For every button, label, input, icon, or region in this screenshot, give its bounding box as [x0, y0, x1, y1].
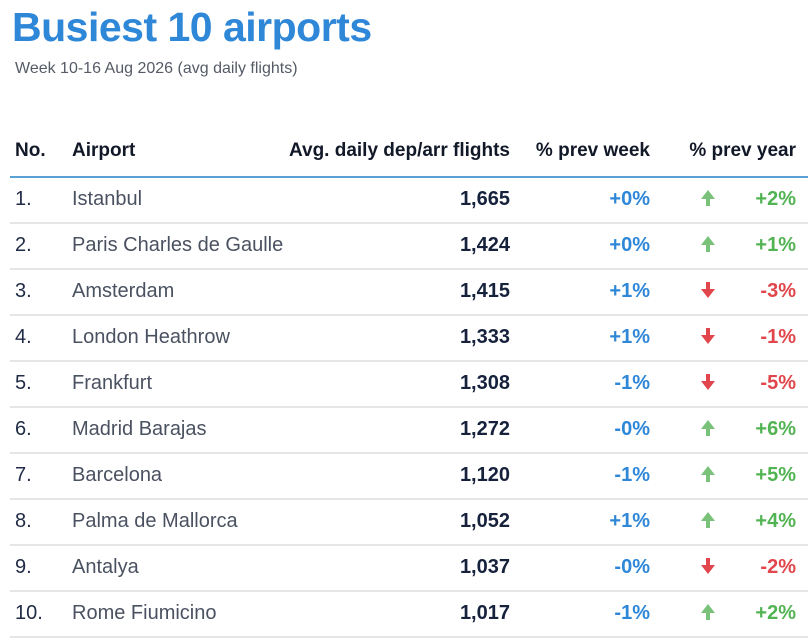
- row-airport: London Heathrow: [72, 326, 230, 348]
- page-subtitle: Week 10-16 Aug 2026 (avg daily flights): [15, 60, 298, 77]
- header-flights: Avg. daily dep/arr flights: [288, 140, 510, 161]
- row-flights: 1,120: [459, 464, 510, 486]
- header-no: No.: [15, 140, 46, 161]
- row-flights: 1,665: [459, 188, 510, 210]
- row-airport: Rome Fiumicino: [72, 602, 217, 624]
- row-airport: Frankfurt: [72, 372, 153, 394]
- row-flights: 1,308: [459, 372, 510, 394]
- row-prev-year: +5%: [755, 464, 796, 486]
- row-prev-week: +0%: [609, 234, 650, 256]
- row-prev-year: -1%: [760, 326, 796, 348]
- row-airport: Amsterdam: [72, 280, 175, 302]
- row-airport: Istanbul: [72, 188, 143, 210]
- row-prev-week: +1%: [609, 280, 650, 302]
- row-airport: Antalya: [72, 556, 139, 578]
- row-rank: 2.: [15, 234, 32, 256]
- row-prev-year: +2%: [755, 602, 796, 624]
- table-body: 1. Istanbul 1,665 +0% +2% 2. Paris Charles de …: [10, 178, 808, 638]
- row-prev-week: -1%: [614, 602, 650, 624]
- arrow-up-icon: [700, 234, 716, 254]
- table-row: 9. Antalya 1,037 -0% -2%: [10, 546, 808, 592]
- row-rank: 7.: [15, 464, 32, 486]
- table-header: No. Airport Avg. daily dep/arr flights %…: [10, 128, 808, 178]
- airports-table: No. Airport Avg. daily dep/arr flights %…: [10, 128, 808, 638]
- row-airport: Madrid Barajas: [72, 418, 207, 440]
- arrow-down-icon: [700, 280, 716, 300]
- header-prev-year: % prev year: [689, 140, 796, 161]
- arrow-down-icon: [700, 326, 716, 346]
- row-rank: 9.: [15, 556, 32, 578]
- table-row: 3. Amsterdam 1,415 +1% -3%: [10, 270, 808, 316]
- table-row: 1. Istanbul 1,665 +0% +2%: [10, 178, 808, 224]
- row-prev-week: -0%: [614, 556, 650, 578]
- table-row: 6. Madrid Barajas 1,272 -0% +6%: [10, 408, 808, 454]
- row-rank: 6.: [15, 418, 32, 440]
- row-flights: 1,272: [459, 418, 510, 440]
- row-airport: Barcelona: [72, 464, 163, 486]
- arrow-up-icon: [700, 418, 716, 438]
- row-flights: 1,017: [459, 602, 510, 624]
- page-title: Busiest 10 airports: [12, 4, 372, 50]
- arrow-up-icon: [700, 602, 716, 622]
- table-row: 8. Palma de Mallorca 1,052 +1% +4%: [10, 500, 808, 546]
- row-prev-year: -5%: [760, 372, 796, 394]
- row-prev-year: +2%: [755, 188, 796, 210]
- row-airport: Palma de Mallorca: [72, 510, 238, 532]
- header-airport: Airport: [72, 140, 136, 161]
- arrow-up-icon: [700, 188, 716, 208]
- row-flights: 1,037: [459, 556, 510, 578]
- row-flights: 1,333: [459, 326, 510, 348]
- row-prev-year: -2%: [760, 556, 796, 578]
- row-rank: 1.: [15, 188, 32, 210]
- table-row: 10. Rome Fiumicino 1,017 -1% +2%: [10, 592, 808, 638]
- table-row: 4. London Heathrow 1,333 +1% -1%: [10, 316, 808, 362]
- row-rank: 4.: [15, 326, 32, 348]
- arrow-up-icon: [700, 510, 716, 530]
- row-prev-week: +1%: [609, 326, 650, 348]
- row-flights: 1,424: [459, 234, 510, 256]
- row-flights: 1,052: [459, 510, 510, 532]
- row-airport: Paris Charles de Gaulle: [72, 234, 284, 256]
- row-prev-week: -1%: [614, 372, 650, 394]
- row-rank: 10.: [15, 602, 43, 624]
- row-rank: 3.: [15, 280, 32, 302]
- row-prev-week: -0%: [614, 418, 650, 440]
- arrow-down-icon: [700, 372, 716, 392]
- table-row: 5. Frankfurt 1,308 -1% -5%: [10, 362, 808, 408]
- row-flights: 1,415: [459, 280, 510, 302]
- row-prev-year: +1%: [755, 234, 796, 256]
- arrow-up-icon: [700, 464, 716, 484]
- row-rank: 5.: [15, 372, 32, 394]
- row-rank: 8.: [15, 510, 32, 532]
- table-row: 7. Barcelona 1,120 -1% +5%: [10, 454, 808, 500]
- row-prev-year: +4%: [755, 510, 796, 532]
- row-prev-week: +0%: [609, 188, 650, 210]
- arrow-down-icon: [700, 556, 716, 576]
- row-prev-year: -3%: [760, 280, 796, 302]
- table-row: 2. Paris Charles de Gaulle 1,424 +0% +1%: [10, 224, 808, 270]
- row-prev-year: +6%: [755, 418, 796, 440]
- row-prev-week: +1%: [609, 510, 650, 532]
- row-prev-week: -1%: [614, 464, 650, 486]
- header-prev-week: % prev week: [535, 140, 650, 161]
